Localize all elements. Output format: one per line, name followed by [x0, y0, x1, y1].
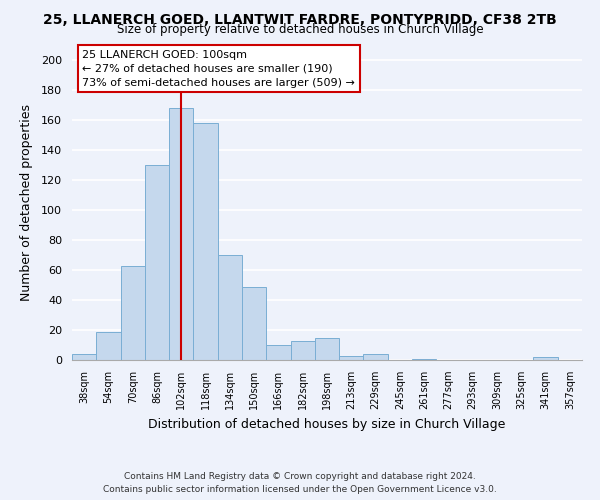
Bar: [364, 354, 388, 360]
Bar: [315, 338, 339, 360]
Bar: [169, 108, 193, 360]
Bar: [533, 357, 558, 360]
Text: Size of property relative to detached houses in Church Village: Size of property relative to detached ho…: [116, 22, 484, 36]
Bar: [121, 266, 145, 360]
Bar: [218, 255, 242, 360]
Bar: [193, 123, 218, 360]
Bar: [72, 354, 96, 360]
Text: Contains HM Land Registry data © Crown copyright and database right 2024.
Contai: Contains HM Land Registry data © Crown c…: [103, 472, 497, 494]
X-axis label: Distribution of detached houses by size in Church Village: Distribution of detached houses by size …: [148, 418, 506, 430]
Bar: [242, 286, 266, 360]
Bar: [339, 356, 364, 360]
Text: 25 LLANERCH GOED: 100sqm
← 27% of detached houses are smaller (190)
73% of semi-: 25 LLANERCH GOED: 100sqm ← 27% of detach…: [82, 50, 355, 88]
Text: 25, LLANERCH GOED, LLANTWIT FARDRE, PONTYPRIDD, CF38 2TB: 25, LLANERCH GOED, LLANTWIT FARDRE, PONT…: [43, 12, 557, 26]
Y-axis label: Number of detached properties: Number of detached properties: [20, 104, 33, 301]
Bar: [96, 332, 121, 360]
Bar: [145, 165, 169, 360]
Bar: [266, 345, 290, 360]
Bar: [412, 358, 436, 360]
Bar: [290, 340, 315, 360]
